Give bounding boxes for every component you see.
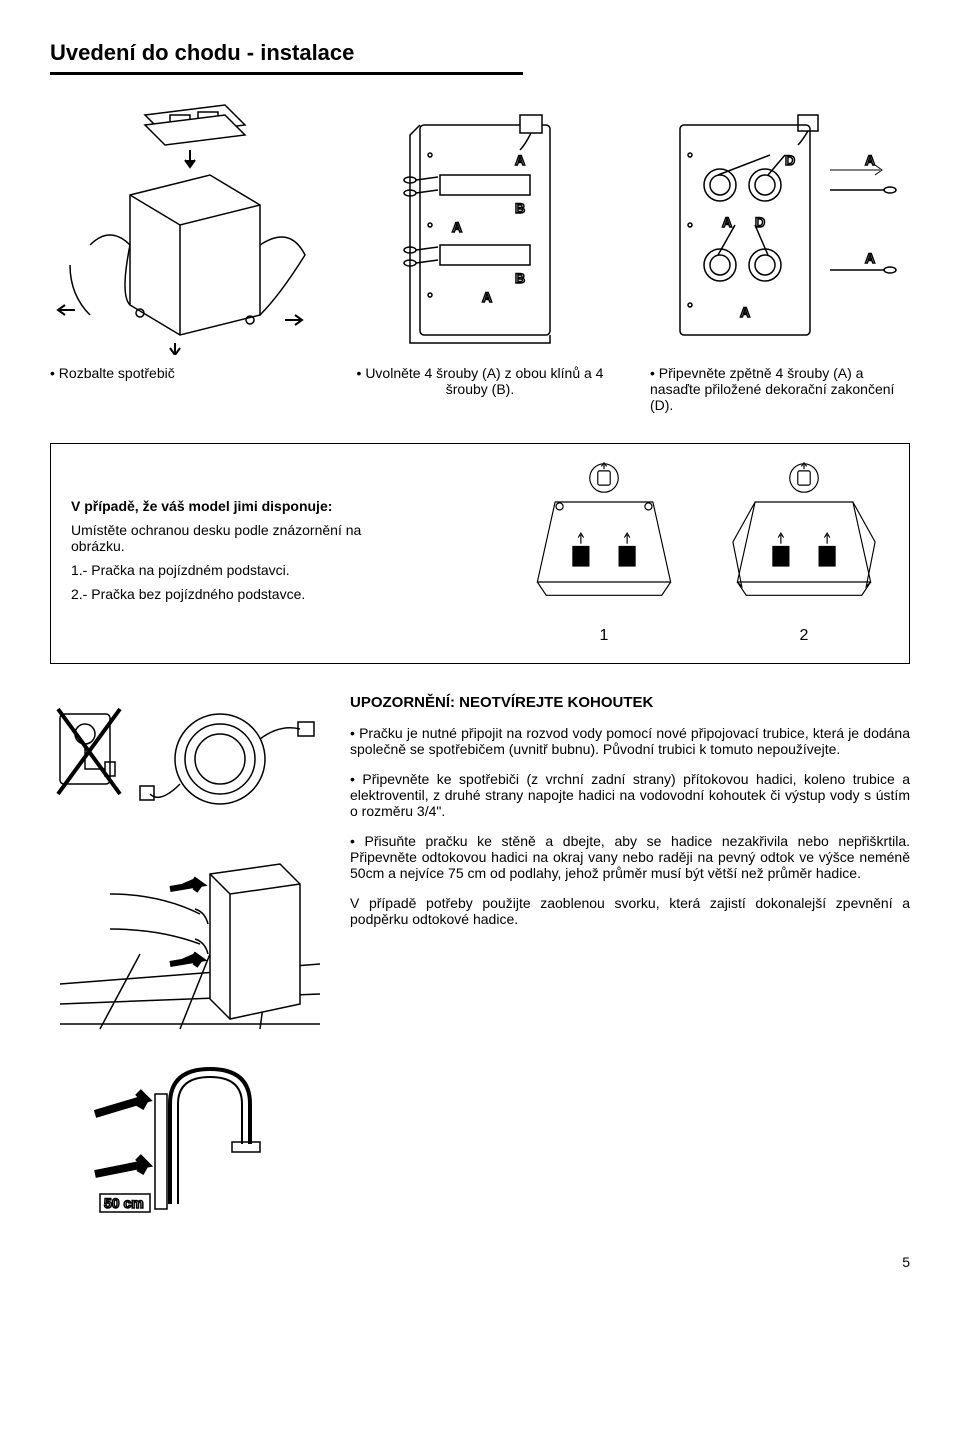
paragraph-1: • Pračku je nutné připojit na rozvod vod… [350, 725, 910, 757]
svg-text:A: A [452, 219, 462, 235]
paragraph-2: • Připevněte ke spotřebiči (z vrchní zad… [350, 771, 910, 819]
paragraph-3: • Přisuňte pračku ke stěně a dbejte, aby… [350, 833, 910, 881]
paragraph-4: V případě potřeby použijte zaoblenou svo… [350, 895, 910, 927]
figure-base-2: 2 [719, 462, 889, 645]
page-number: 5 [50, 1254, 910, 1270]
svg-text:B: B [515, 270, 525, 286]
fig-num-2: 2 [719, 627, 889, 645]
svg-text:A: A [740, 304, 750, 320]
box-line1: Umístěte ochranou desku podle znázornění… [71, 522, 382, 554]
svg-text:A: A [865, 250, 875, 266]
figure-unpack [50, 95, 310, 355]
info-box: V případě, že váš model jimi disponuje: … [50, 443, 910, 664]
box-opt1: 1.- Pračka na pojízdném podstavci. [71, 562, 382, 578]
caption-row: • Rozbalte spotřebič • Uvolněte 4 šrouby… [50, 365, 910, 413]
warning-title: UPOZORNĚNÍ: NEOTVÍREJTE KOHOUTEK [350, 694, 910, 711]
figure-screws: A B A B A [350, 95, 610, 355]
figure-row-1: A B A B A [50, 95, 910, 355]
fig-num-1: 1 [519, 627, 689, 645]
figure-base-1: 1 [519, 462, 689, 645]
svg-text:A: A [482, 289, 492, 305]
box-intro: V případě, že váš model jimi disponuje: [71, 498, 332, 514]
svg-text:B: B [515, 200, 525, 216]
figure-tap-hose [50, 694, 330, 824]
page-title: Uvedení do chodu - instalace [50, 40, 354, 65]
figure-push-machine [50, 834, 330, 1034]
svg-text:A: A [515, 152, 525, 168]
box-opt2: 2.- Pračka bez pojízdného podstavce. [71, 586, 382, 602]
figure-caps: D A A D A A [650, 95, 910, 355]
svg-text:D: D [785, 152, 795, 168]
caption-1: • Rozbalte spotřebič [50, 365, 310, 413]
svg-text:50 cm: 50 cm [104, 1195, 144, 1211]
svg-text:A: A [865, 152, 875, 168]
caption-3: • Připevněte zpětně 4 šrouby (A) a nasaď… [650, 365, 910, 413]
figure-drain-hose: 50 cm [50, 1044, 330, 1224]
caption-2: • Uvolněte 4 šrouby (A) z obou klínů a 4… [350, 365, 610, 413]
svg-text:A: A [722, 214, 732, 230]
